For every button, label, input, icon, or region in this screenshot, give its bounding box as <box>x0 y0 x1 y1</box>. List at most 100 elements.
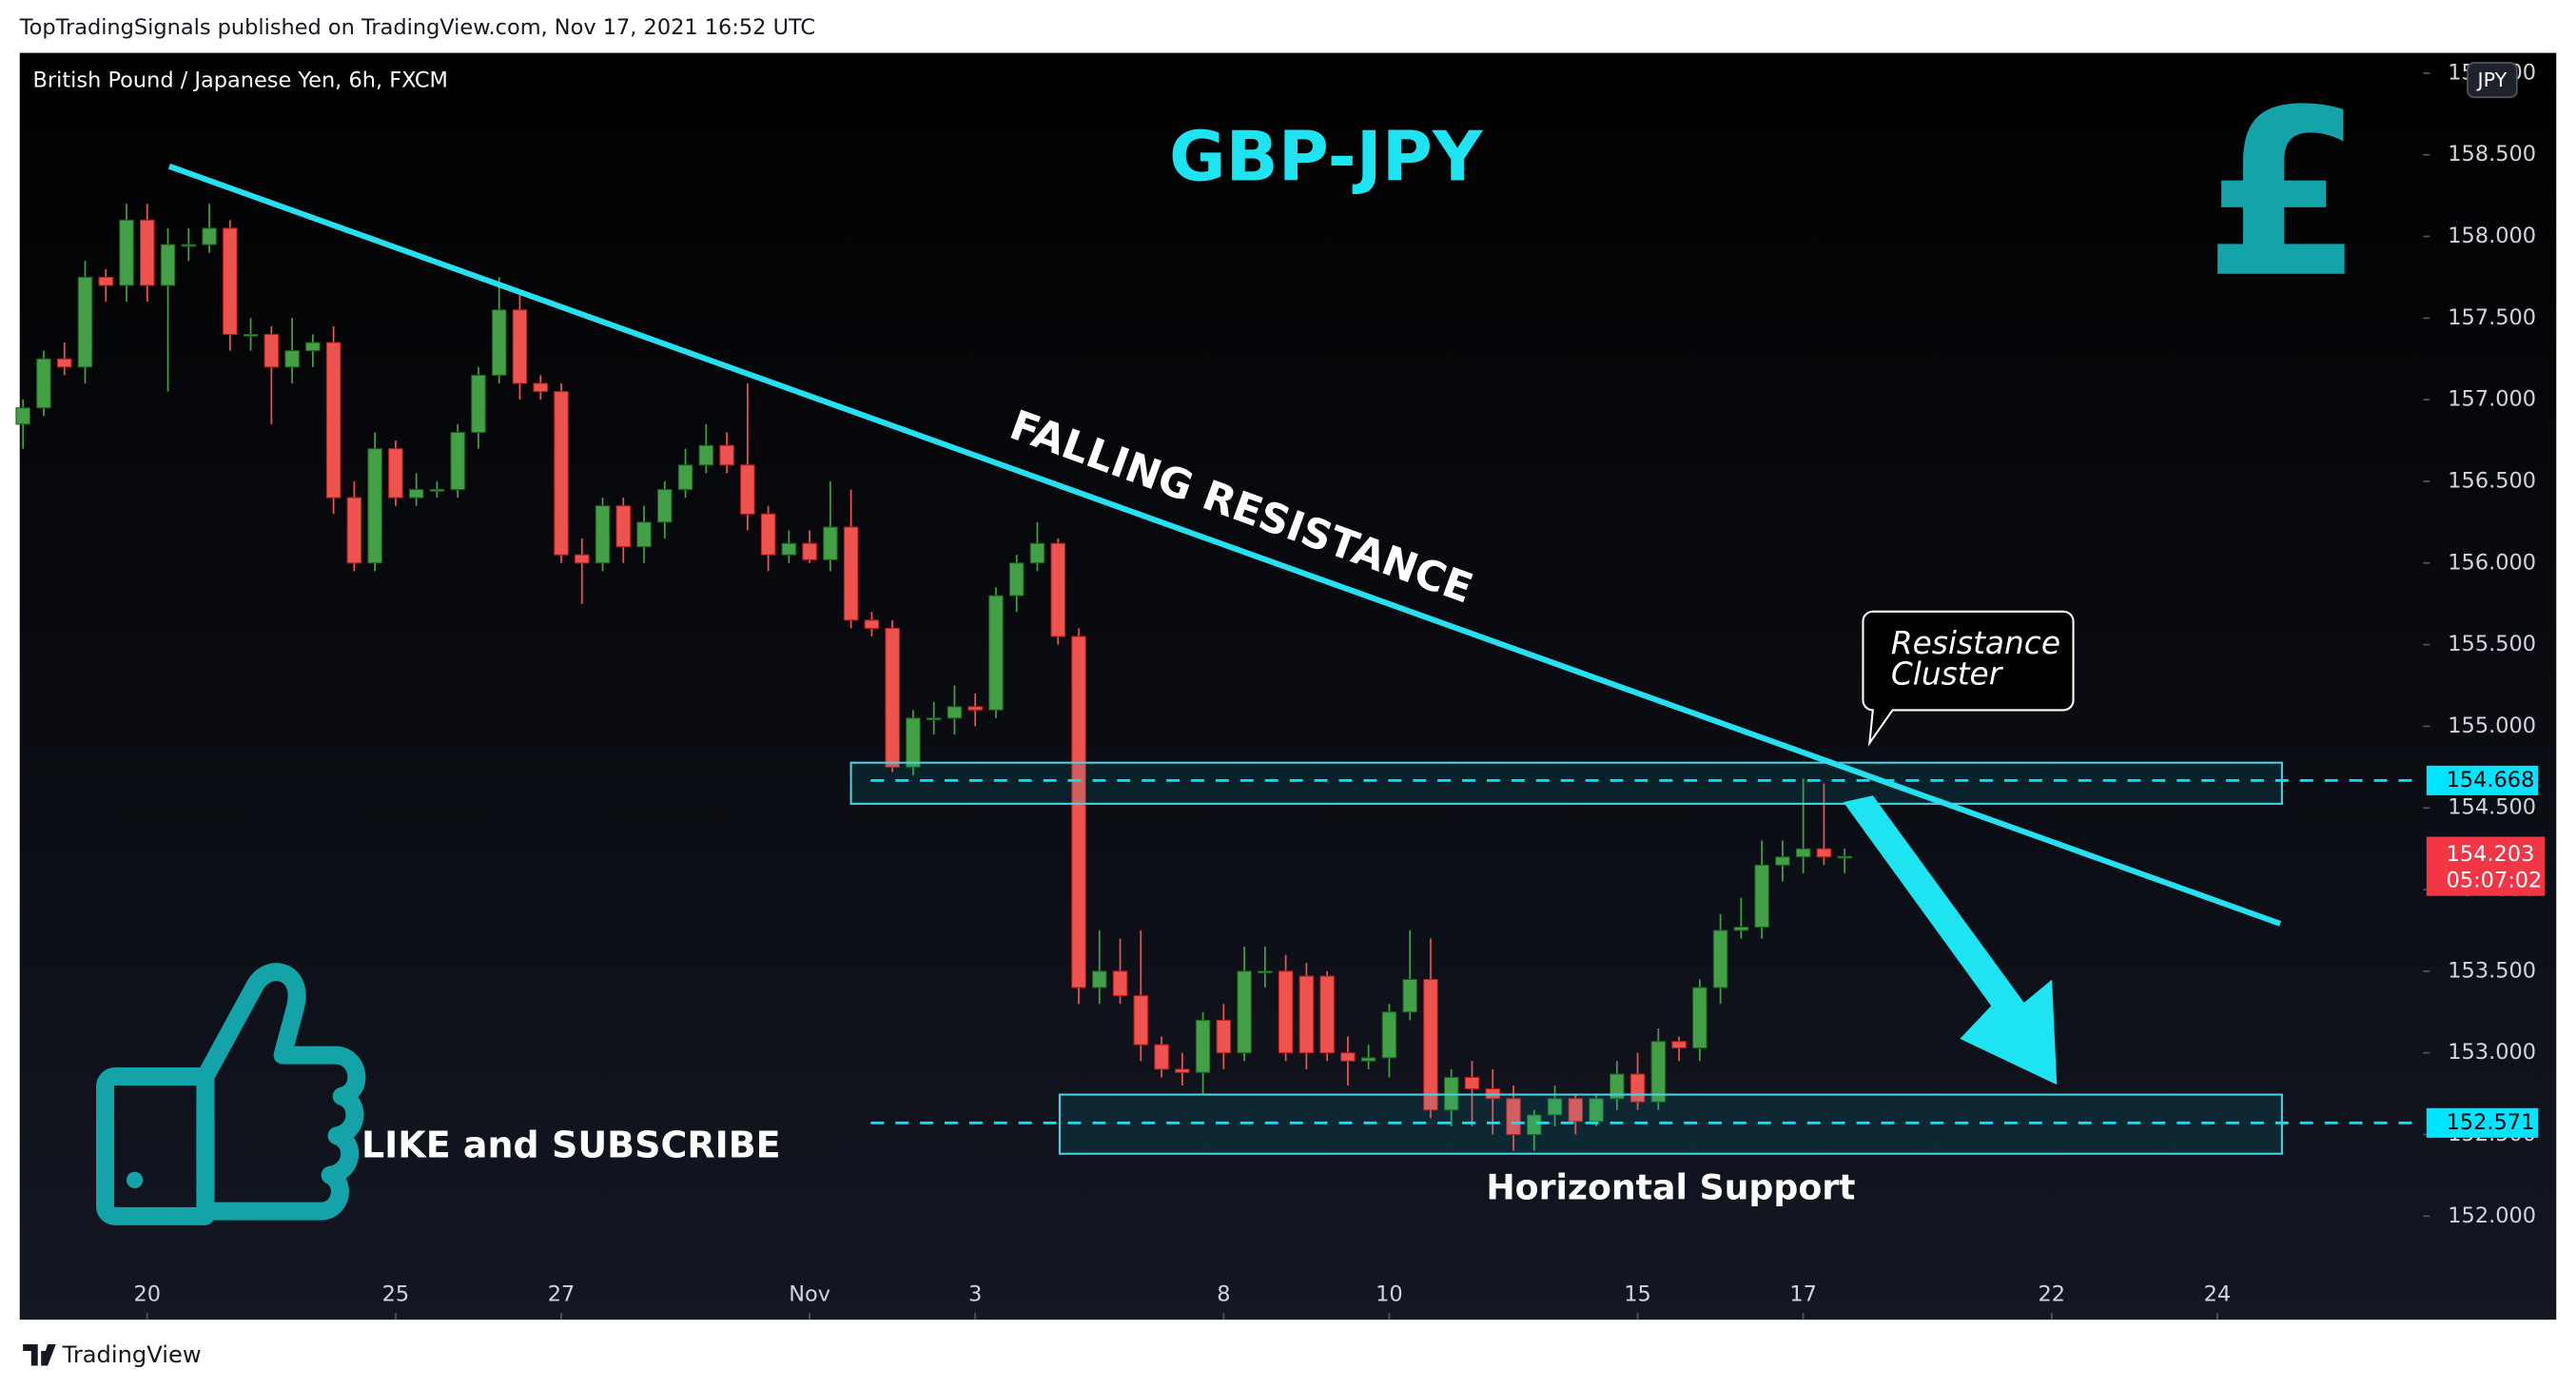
candle-body <box>243 333 259 337</box>
x-tick-label: 22 <box>2038 1282 2065 1307</box>
callout-box <box>1862 610 2075 747</box>
candle-body <box>1195 1019 1211 1073</box>
candle-body <box>346 497 362 564</box>
cta-text: LIKE and SUBSCRIBE <box>361 1124 781 1165</box>
candle-body <box>263 333 280 368</box>
candle-body <box>119 219 134 286</box>
candle-body <box>305 342 321 352</box>
candle-body <box>36 358 51 409</box>
candle-body <box>1360 1057 1376 1062</box>
candle-body <box>760 513 776 556</box>
y-tick-label: 156.500 <box>2448 468 2536 493</box>
candle-body <box>15 407 30 425</box>
candle-body <box>1610 1073 1625 1100</box>
thumbs-up-dot <box>126 1171 144 1188</box>
y-tick-label: 157.500 <box>2448 305 2536 330</box>
publish-header: TopTradingSignals published on TradingVi… <box>19 15 815 40</box>
y-tick-label: 152.000 <box>2448 1203 2536 1228</box>
candle-body <box>1423 978 1438 1111</box>
level-label: 154.668 <box>2447 768 2535 792</box>
candle-body <box>719 444 734 466</box>
x-tick-label: 24 <box>2204 1282 2232 1307</box>
candle-body <box>906 717 921 768</box>
down-arrow <box>1843 795 2058 1086</box>
x-tick-label: 25 <box>382 1282 410 1307</box>
candle-body <box>1506 1098 1521 1136</box>
y-tick-label: 158.000 <box>2448 224 2536 248</box>
candle-body <box>843 526 859 621</box>
candle-body <box>946 706 963 719</box>
candle-body <box>367 448 382 564</box>
level-badge <box>2426 765 2539 795</box>
y-tick-label: 154.500 <box>2448 795 2536 820</box>
candle-body <box>554 391 569 556</box>
last-price-label: 154.203 <box>2447 842 2535 867</box>
candle-body <box>781 542 797 556</box>
pound-icon: £ <box>2203 62 2363 329</box>
candle-body <box>864 619 880 629</box>
candle-body <box>1154 1044 1169 1070</box>
candle-body <box>1340 1052 1356 1062</box>
symbol-legend: British Pound / Japanese Yen, 6h, FXCM <box>33 68 448 92</box>
candle-body <box>1650 1041 1667 1103</box>
y-tick-label: 157.000 <box>2448 387 2536 412</box>
y-tick-label: 156.000 <box>2448 550 2536 575</box>
level-badge <box>2426 1107 2539 1138</box>
candle-body <box>1837 855 1852 859</box>
candle-body <box>1319 975 1335 1054</box>
candle-body <box>823 526 838 560</box>
candle-body <box>1775 856 1790 866</box>
last-price-badge <box>2426 836 2546 896</box>
candle-body <box>1071 636 1086 988</box>
candle-body <box>388 448 403 499</box>
candle-body <box>1568 1098 1584 1123</box>
currency-badge <box>2467 62 2518 99</box>
candle-body <box>1733 927 1749 931</box>
candle-body <box>1464 1076 1480 1089</box>
candle-body <box>802 542 817 560</box>
candle-body <box>533 382 549 393</box>
candle-body <box>885 627 900 768</box>
candle-body <box>1298 975 1315 1054</box>
candle-body <box>202 227 217 245</box>
x-tick-label: 10 <box>1376 1282 1403 1307</box>
candle-body <box>1029 542 1045 564</box>
candle-body <box>677 464 693 491</box>
candle-body <box>1402 978 1417 1013</box>
candle-body <box>1712 929 1728 988</box>
candle-body <box>450 431 465 491</box>
candle-body <box>636 521 652 548</box>
currency-label: JPY <box>2476 68 2508 91</box>
candle-body <box>1278 970 1294 1054</box>
candle-body <box>657 489 673 523</box>
countdown-label: 05:07:02 <box>2447 869 2543 893</box>
candle-body <box>140 219 155 286</box>
candle-body <box>429 489 445 492</box>
x-tick-label: 3 <box>968 1282 982 1307</box>
candle-body <box>615 505 632 548</box>
candle-body <box>1133 995 1149 1046</box>
x-tick-label: 17 <box>1789 1282 1817 1307</box>
thumbs-up-icon <box>96 963 366 1225</box>
support-label: Horizontal Support <box>1486 1167 1855 1208</box>
x-tick-label: 27 <box>548 1282 576 1307</box>
candle-body <box>1216 1019 1232 1054</box>
candle-body <box>491 309 507 376</box>
candle-body <box>471 374 486 433</box>
candle-body <box>1381 1011 1397 1059</box>
candle-body <box>181 244 197 247</box>
candle-body <box>1754 864 1769 929</box>
candle-body <box>1175 1068 1190 1073</box>
candle-body <box>1547 1098 1563 1116</box>
candle-body <box>223 227 238 336</box>
x-tick-label: Nov <box>789 1282 830 1307</box>
candle-body <box>1008 562 1025 597</box>
candle-body <box>595 505 611 564</box>
candle-body <box>160 244 176 286</box>
candle-body <box>1589 1098 1604 1123</box>
candle-body <box>740 464 755 515</box>
candle-body <box>1258 970 1273 974</box>
candle-body <box>1050 542 1066 637</box>
x-tick-label: 15 <box>1624 1282 1651 1307</box>
